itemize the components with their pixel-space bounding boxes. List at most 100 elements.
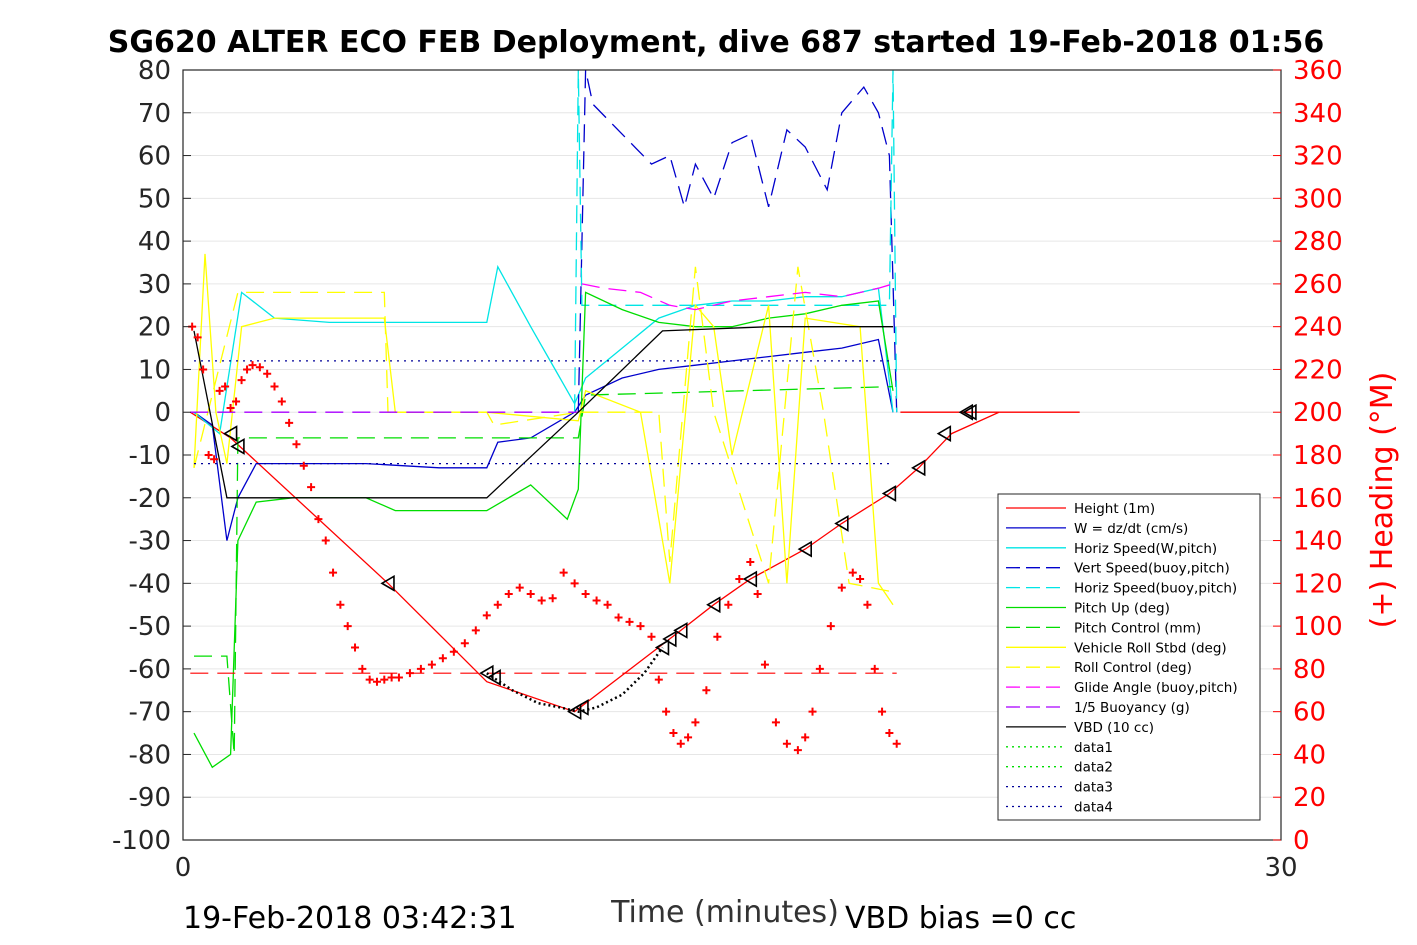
triangle-marker [706, 596, 721, 614]
series-line-5 [193, 291, 894, 769]
axes: 80706050403020100-10-20-30-40-50-60-70-8… [112, 56, 1343, 883]
triangle-marker [911, 459, 926, 477]
right-tick-label: 320 [1293, 142, 1343, 172]
heading-point [856, 575, 865, 584]
y-tick-label: 0 [154, 398, 171, 428]
x-axis-label: Time (minutes) [610, 895, 839, 930]
heading-point [416, 664, 425, 673]
heading-point [380, 675, 389, 684]
right-tick-label: 180 [1293, 441, 1343, 471]
right-tick-label: 120 [1293, 569, 1343, 599]
heading-point [336, 600, 345, 609]
legend-label: data4 [1074, 800, 1113, 816]
heading-point [760, 660, 769, 669]
y-tick-label: -20 [129, 484, 171, 514]
heading-point [329, 568, 338, 577]
heading-point [515, 583, 524, 592]
heading-point [321, 536, 330, 545]
series-line-7 [193, 253, 894, 606]
series-line-1 [193, 338, 894, 541]
footer-right-vbd-bias: VBD bias =0 cc [845, 901, 1076, 936]
heading-point [270, 382, 279, 391]
heading-point [815, 664, 824, 673]
triangle-marker [673, 621, 688, 639]
heading-point [221, 382, 230, 391]
heading-point [691, 718, 700, 727]
legend-label: Horiz Speed(buoy,pitch) [1074, 581, 1237, 597]
heading-point [226, 403, 235, 412]
triangle-marker [936, 425, 952, 443]
legend-label: data2 [1074, 760, 1113, 776]
heading-point [662, 707, 671, 716]
heading-point [427, 660, 436, 669]
right-tick-label: 200 [1293, 398, 1343, 428]
right-tick-label: 160 [1293, 484, 1343, 514]
triangle-marker [654, 639, 670, 656]
heading-point [193, 333, 202, 342]
legend-label: Vehicle Roll Stbd (deg) [1074, 640, 1227, 656]
legend-label: Pitch Control (mm) [1074, 620, 1201, 636]
heading-point [351, 643, 360, 652]
right-tick-label: 40 [1293, 740, 1326, 770]
heading-point [592, 596, 601, 605]
heading-point [243, 365, 252, 374]
heading-point [559, 568, 568, 577]
heading-point [460, 639, 469, 648]
heading-point [372, 677, 381, 686]
y-tick-label: 50 [138, 184, 171, 214]
y-tick-label: -70 [129, 698, 171, 728]
series-group [188, 69, 1080, 769]
right-tick-label: 140 [1293, 527, 1343, 557]
legend-label: W = dz/dt (cm/s) [1074, 521, 1188, 537]
triangle-marker [958, 403, 974, 421]
heading-point [892, 739, 901, 748]
right-tick-label: 80 [1293, 655, 1326, 685]
heading-point [394, 673, 403, 682]
triangle-marker [574, 698, 589, 716]
heading-point [885, 729, 894, 738]
heading-point [343, 622, 352, 631]
heading-point [636, 622, 645, 631]
heading-point [713, 632, 722, 641]
heading-point [449, 647, 458, 656]
triangle-marker [479, 664, 494, 682]
heading-point [548, 594, 557, 603]
heading-point [581, 590, 590, 599]
heading-point [237, 376, 246, 385]
heading-point [746, 557, 755, 566]
y-tick-label: -80 [129, 740, 171, 770]
heading-point [248, 361, 257, 370]
heading-point [285, 418, 294, 427]
y-tick-label: 70 [138, 99, 171, 129]
heading-point [210, 455, 219, 464]
right-tick-label: 260 [1293, 270, 1343, 300]
heading-point [204, 451, 213, 459]
right-tick-label: 20 [1293, 783, 1326, 813]
triangle-marker [230, 438, 245, 455]
triangle-marker [742, 570, 758, 588]
legend-label: data1 [1074, 740, 1113, 756]
y-tick-label: 30 [138, 270, 171, 300]
right-tick-label: 60 [1293, 698, 1326, 728]
y-tick-label: -60 [129, 655, 171, 685]
heading-point [387, 673, 396, 682]
heading-point [793, 746, 802, 755]
heading-point [537, 596, 546, 605]
heading-point [482, 611, 491, 620]
legend-label: data3 [1074, 780, 1113, 796]
heading-point [826, 622, 835, 631]
heading-point [215, 386, 224, 395]
heading-point [493, 600, 502, 609]
triangle-marker [662, 630, 677, 648]
x-tick-label: 30 [1264, 853, 1297, 883]
right-tick-label: 340 [1293, 99, 1343, 129]
heading-point [603, 600, 612, 609]
series-line-8 [193, 266, 894, 593]
legend-label: Height (1m) [1074, 501, 1155, 517]
legend-label: Vert Speed(buoy,pitch) [1074, 561, 1230, 577]
right-tick-label: 220 [1293, 355, 1343, 385]
heading-point [702, 686, 711, 695]
y-tick-label: -50 [129, 612, 171, 642]
y-tick-label: -30 [129, 527, 171, 557]
heading-point [808, 707, 817, 716]
